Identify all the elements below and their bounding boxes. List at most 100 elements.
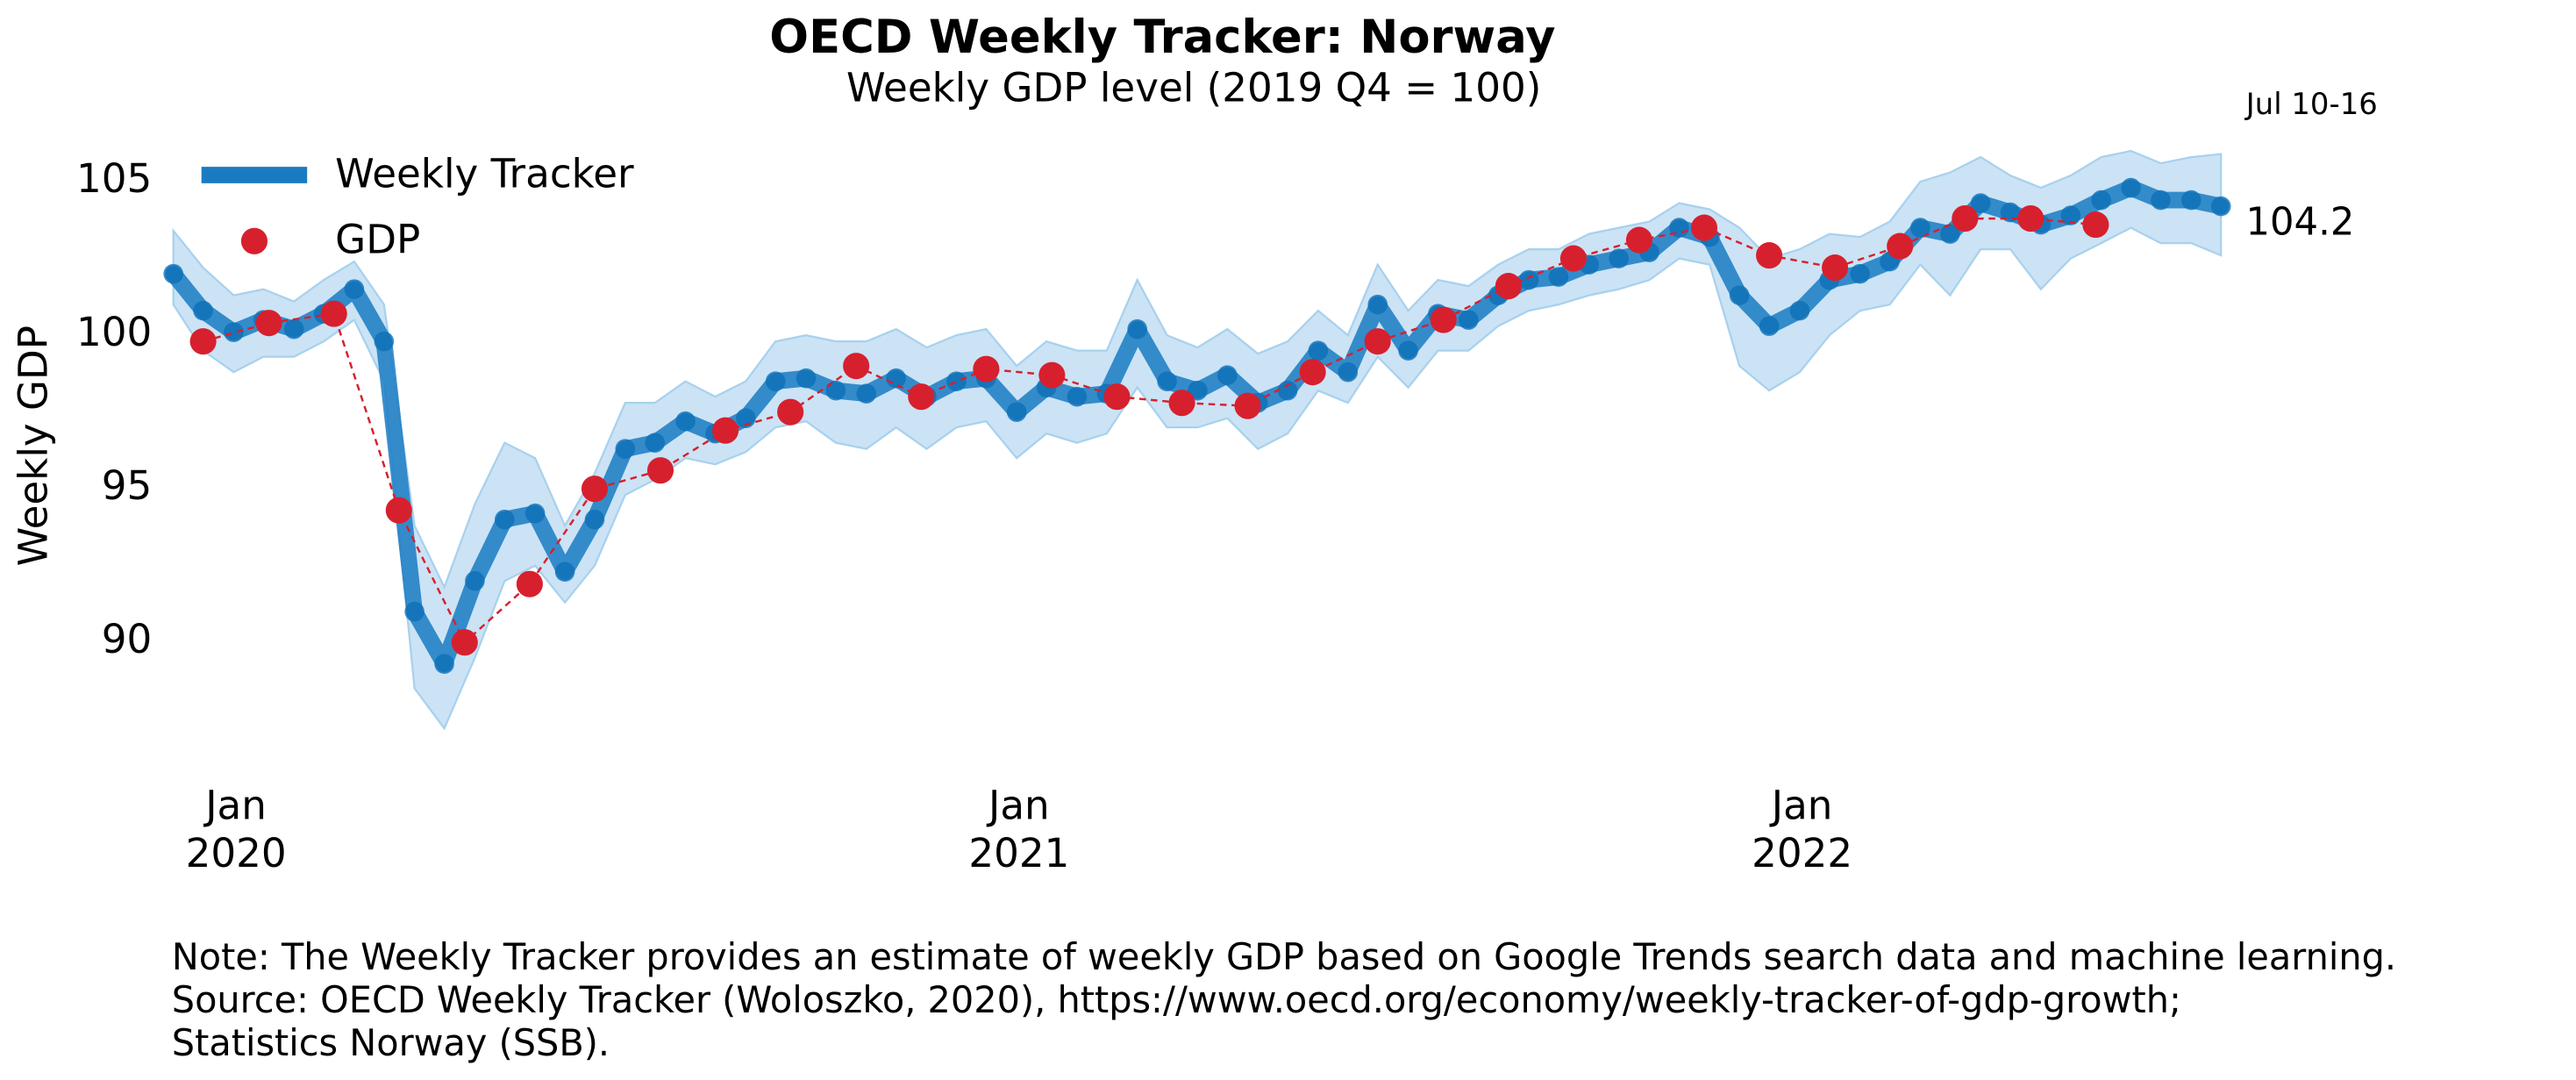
gdp-point <box>973 355 1000 383</box>
tracker-point <box>825 380 846 401</box>
tracker-point <box>1910 218 1930 238</box>
gdp-point <box>712 417 739 444</box>
gdp-point <box>385 497 412 524</box>
tracker-point <box>465 570 485 591</box>
gdp-point <box>1756 242 1783 269</box>
tracker-point <box>374 331 395 352</box>
tracker-point <box>1729 285 1750 305</box>
gdp-point <box>1559 245 1587 272</box>
gdp-point <box>1103 383 1131 411</box>
tracker-point <box>1609 248 1630 268</box>
legend-label: GDP <box>335 217 420 263</box>
tracker-point <box>2091 190 2111 211</box>
tracker-point <box>2151 190 2171 211</box>
gdp-point <box>1430 306 1457 333</box>
tracker-point <box>2210 196 2231 217</box>
gdp-point <box>1299 359 1326 386</box>
gdp-point <box>2017 205 2044 232</box>
x-tick-label: Jan 2021 <box>968 783 1070 877</box>
note: Source: OECD Weekly Tracker (Woloszko, 2… <box>171 981 2181 1023</box>
y-tick-label: 100 <box>76 309 152 355</box>
tracker-point <box>554 561 575 582</box>
gdp-point <box>843 353 870 380</box>
tracker-point <box>1850 263 1870 284</box>
end-value-label: 104.2 <box>2245 200 2354 244</box>
tracker-point <box>886 368 906 389</box>
tracker-point <box>495 509 515 530</box>
y-tick-label: 95 <box>102 462 152 509</box>
gdp-point <box>646 457 674 484</box>
tracker-point <box>856 383 877 404</box>
tracker-point <box>1338 361 1359 383</box>
gdp-point <box>1625 226 1652 254</box>
tracker-point <box>163 263 183 284</box>
chart-subtitle: Weekly GDP level (2019 Q4 = 100) <box>846 65 1541 111</box>
gdp-point <box>1690 214 1718 241</box>
tracker-point <box>193 300 213 321</box>
tracker-point <box>344 279 365 299</box>
tracker-point <box>1277 380 1298 401</box>
tracker-point <box>2181 190 2201 211</box>
gdp-point <box>1038 361 1066 389</box>
tracker-point <box>1518 269 1539 290</box>
gdp-point <box>1168 390 1195 417</box>
y-tick-label: 90 <box>102 616 152 662</box>
tracker-point <box>1127 318 1147 340</box>
chart-title: OECD Weekly Tracker: Norway <box>769 11 1555 64</box>
gdp-point <box>908 383 935 411</box>
tracker-point <box>224 322 244 342</box>
tracker-point <box>946 371 967 391</box>
tracker-point <box>1940 224 1960 244</box>
tracker-point <box>645 433 666 453</box>
tracker-point <box>1367 294 1388 315</box>
gdp-point <box>1887 232 1914 260</box>
gdp-point <box>1495 273 1522 300</box>
tracker-point <box>1157 371 1177 391</box>
gdp-point <box>189 328 217 355</box>
tracker-point <box>2060 205 2081 225</box>
x-tick-label: Jan 2020 <box>185 783 287 877</box>
tracker-point <box>434 654 454 675</box>
y-axis-label: Weekly GDP <box>10 325 56 566</box>
tracker-point <box>2121 177 2141 198</box>
tracker-point <box>584 509 605 530</box>
note: Statistics Norway (SSB). <box>171 1024 610 1066</box>
tracker-point <box>1398 340 1418 361</box>
gdp-point <box>516 570 543 597</box>
tracker-point <box>675 411 696 432</box>
tracker-point <box>1789 300 1810 321</box>
tracker-point <box>524 503 546 524</box>
gdp-point <box>1234 392 1261 419</box>
tracker-point <box>1459 310 1479 330</box>
tracker-point <box>404 601 425 622</box>
period-label: Jul 10-16 <box>2244 87 2378 121</box>
gdp-point <box>2082 211 2109 239</box>
tracker-point <box>1006 402 1027 422</box>
tracker-point <box>1548 267 1569 287</box>
tracker-point <box>796 368 817 389</box>
y-tick-label: 105 <box>76 155 152 202</box>
legend-label: Weekly Tracker <box>335 150 634 197</box>
gdp-point <box>777 398 804 426</box>
gdp-point <box>320 300 347 327</box>
tracker-point <box>765 371 786 391</box>
tracker-point <box>2000 202 2021 223</box>
gdp-point <box>1952 205 1979 232</box>
gdp-point <box>1364 328 1391 355</box>
x-tick-label: Jan 2022 <box>1752 783 1853 877</box>
legend-swatch <box>240 227 268 254</box>
gdp-point <box>1822 254 1849 282</box>
tracker-point <box>1067 386 1088 407</box>
tracker-point <box>1970 193 1991 213</box>
tracker-point <box>1308 340 1329 361</box>
tracker-point <box>615 439 636 459</box>
tracker-point <box>1759 316 1780 336</box>
gdp-point <box>581 476 609 503</box>
tracker-point <box>735 408 756 428</box>
gdp-point <box>255 310 282 337</box>
tracker-point <box>283 318 304 340</box>
note: Note: The Weekly Tracker provides an est… <box>171 938 2397 980</box>
